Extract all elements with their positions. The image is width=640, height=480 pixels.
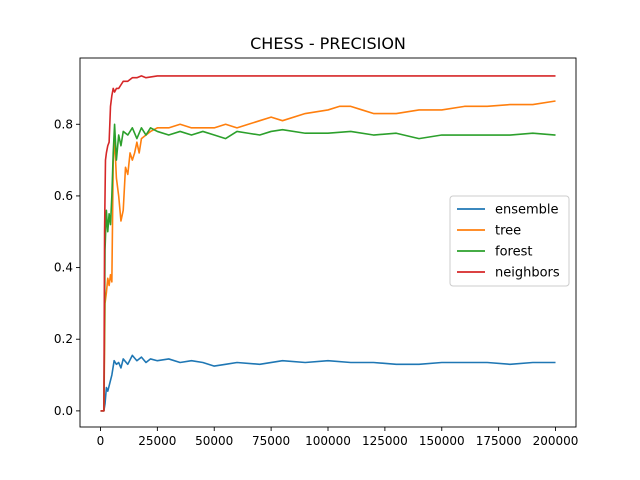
x-tick-label: 125000 bbox=[362, 434, 408, 448]
series-line-ensemble bbox=[100, 354, 556, 412]
y-tick-label: 0.6 bbox=[54, 189, 73, 203]
legend-box bbox=[449, 195, 570, 287]
x-tick-label: 150000 bbox=[419, 434, 465, 448]
x-tick-label: 0 bbox=[97, 434, 105, 448]
x-tick-label: 200000 bbox=[533, 434, 579, 448]
y-tick-label: 0.8 bbox=[54, 117, 73, 131]
y-tick-label: 0.2 bbox=[54, 332, 73, 346]
x-tick-label: 175000 bbox=[476, 434, 522, 448]
legend-label-tree: tree bbox=[495, 224, 521, 239]
x-tick-label: 100000 bbox=[305, 434, 351, 448]
series-line-neighbors bbox=[100, 75, 556, 412]
legend: ensemble tree forest neighbors bbox=[449, 195, 570, 287]
legend-label-neighbors: neighbors bbox=[495, 266, 560, 281]
x-tick-label: 50000 bbox=[195, 434, 233, 448]
series-line-forest bbox=[100, 123, 556, 412]
series-line-tree bbox=[100, 100, 556, 412]
x-tick-label: 25000 bbox=[138, 434, 176, 448]
y-tick-label: 0.4 bbox=[54, 261, 73, 275]
legend-label-forest: forest bbox=[495, 245, 532, 260]
y-tick-label: 0.0 bbox=[54, 404, 73, 418]
x-tick-label: 75000 bbox=[252, 434, 290, 448]
chart-title: CHESS - PRECISION bbox=[250, 34, 406, 53]
legend-label-ensemble: ensemble bbox=[495, 203, 559, 218]
